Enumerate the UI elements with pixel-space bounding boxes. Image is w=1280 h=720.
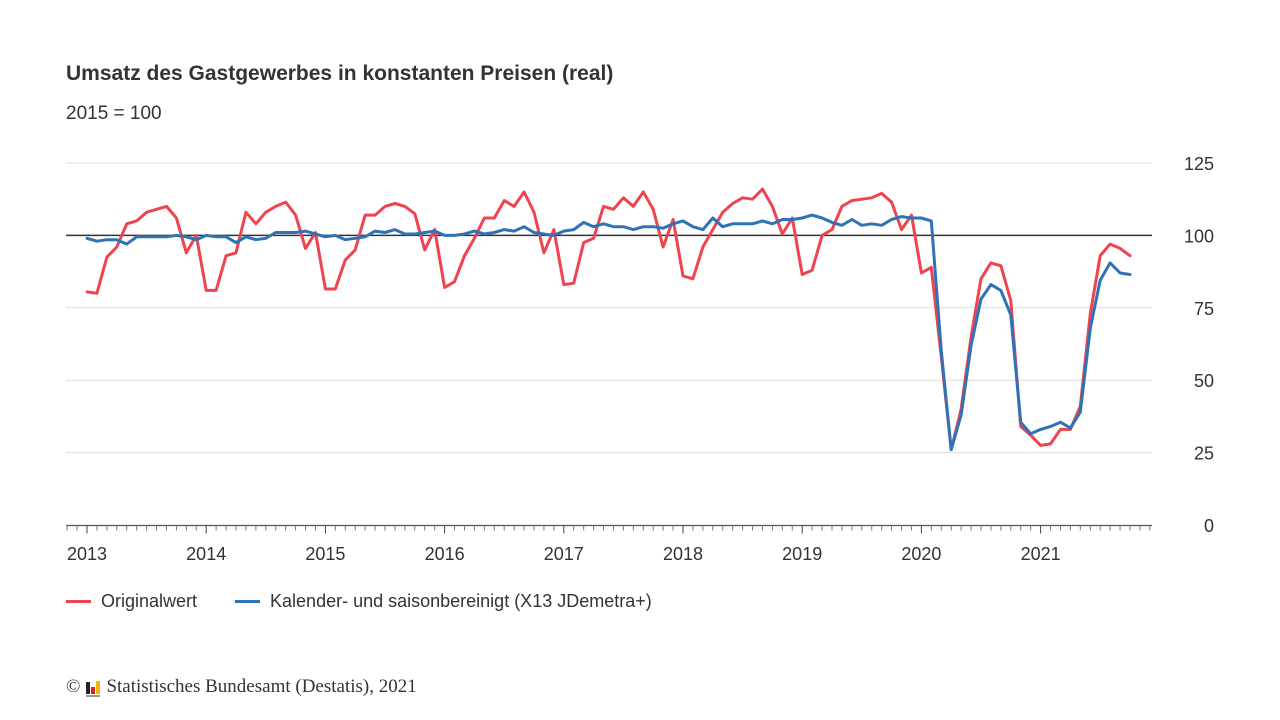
x-tick-label: 2019 (782, 544, 822, 564)
x-tick-label: 2014 (186, 544, 226, 564)
legend-swatch-blue (235, 600, 261, 603)
legend-item-bereinigt[interactable]: Kalender- und saisonbereinigt (X13 JDeme… (235, 591, 652, 612)
x-tick-label: 2016 (425, 544, 465, 564)
chart-title: Umsatz des Gastgewerbes in konstanten Pr… (66, 62, 614, 85)
legend-swatch-red (66, 600, 91, 603)
source-footer: © Statistisches Bundesamt (Destatis), 20… (66, 676, 417, 698)
destatis-logo-icon (86, 680, 101, 697)
legend: Originalwert Kalender- und saisonbereini… (66, 591, 690, 612)
series-line-originalwert (85, 187, 1132, 452)
x-tick-label: 2021 (1021, 544, 1061, 564)
y-tick-label: 50 (1194, 371, 1214, 391)
x-tick-label: 2018 (663, 544, 703, 564)
chart-subtitle: 2015 = 100 (66, 103, 162, 124)
series-group (85, 187, 1132, 452)
legend-label: Originalwert (101, 591, 198, 611)
source-text: Statistisches Bundesamt (Destatis), 2021 (106, 676, 417, 697)
x-axis: 2013 2014 2015 2016 2017 2018 2019 2020 2021 (66, 524, 1152, 564)
x-tick-label: 2013 (67, 544, 107, 564)
y-tick-label: 75 (1194, 299, 1214, 319)
series-line-bereinigt (85, 213, 1132, 452)
y-tick-label: 0 (1204, 516, 1214, 536)
copyright-symbol: © (66, 676, 81, 697)
y-tick-label: 125 (1184, 154, 1214, 174)
y-axis: 0 25 50 75 100 125 (1184, 154, 1214, 536)
legend-label: Kalender- und saisonbereinigt (X13 JDeme… (270, 591, 652, 611)
y-tick-label: 25 (1194, 444, 1214, 464)
legend-item-originalwert[interactable]: Originalwert (66, 591, 197, 612)
grid-lines (66, 162, 1152, 454)
x-tick-label: 2020 (901, 544, 941, 564)
y-tick-label: 100 (1184, 226, 1214, 246)
x-tick-label: 2015 (305, 544, 345, 564)
x-tick-label: 2017 (544, 544, 584, 564)
